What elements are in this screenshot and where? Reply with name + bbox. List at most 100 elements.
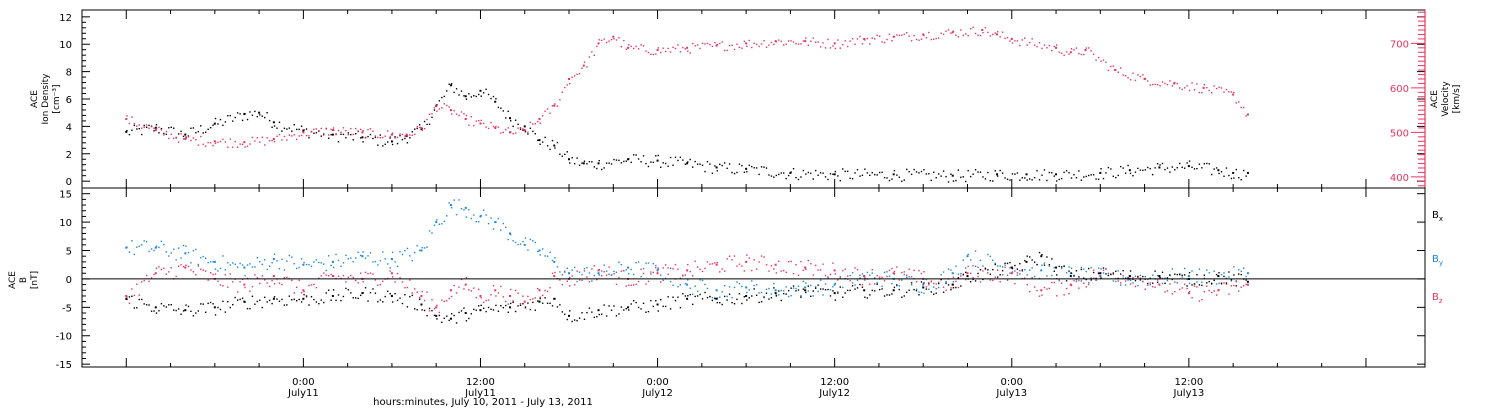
trace-point bbox=[1144, 77, 1146, 80]
trace-point bbox=[1206, 162, 1208, 165]
trace-point bbox=[421, 129, 423, 131]
trace-point bbox=[566, 84, 568, 86]
trace-point bbox=[1147, 80, 1149, 82]
trace-point bbox=[684, 295, 687, 297]
trace-point bbox=[832, 290, 834, 292]
trace-point bbox=[293, 298, 295, 301]
trace-point bbox=[982, 270, 984, 272]
trace-point bbox=[1110, 168, 1112, 170]
trace-point bbox=[1183, 167, 1186, 169]
trace-point bbox=[704, 170, 706, 173]
trace-point bbox=[687, 264, 689, 266]
trace-point bbox=[173, 248, 175, 251]
trace-point bbox=[463, 95, 465, 97]
trace-point bbox=[1151, 285, 1154, 288]
trace-point bbox=[177, 133, 180, 135]
trace-point bbox=[512, 300, 514, 302]
trace-point bbox=[780, 289, 782, 292]
trace-point bbox=[1245, 275, 1247, 278]
trace-point bbox=[605, 274, 608, 276]
trace-point bbox=[500, 132, 502, 134]
trace-point bbox=[1196, 274, 1198, 276]
trace-point bbox=[738, 263, 741, 265]
trace-point bbox=[163, 305, 165, 307]
trace-point bbox=[1230, 285, 1233, 287]
trace-point bbox=[468, 124, 470, 126]
data-point bbox=[1040, 269, 1043, 272]
trace-point bbox=[497, 310, 500, 312]
data-point bbox=[922, 283, 925, 286]
trace-point bbox=[1151, 274, 1154, 276]
trace-point bbox=[1073, 49, 1075, 51]
trace-point bbox=[256, 256, 259, 259]
data-point bbox=[435, 221, 438, 224]
trace-point bbox=[160, 268, 163, 271]
data-point bbox=[464, 283, 467, 286]
trace-point bbox=[605, 41, 608, 44]
trace-point bbox=[844, 292, 846, 294]
trace-point bbox=[881, 285, 883, 288]
trace-point bbox=[256, 115, 259, 118]
trace-point bbox=[519, 243, 522, 245]
trace-point bbox=[662, 279, 664, 282]
data-point bbox=[302, 263, 305, 266]
trace-point bbox=[352, 261, 354, 263]
trace-point bbox=[778, 173, 780, 176]
trace-point bbox=[450, 207, 453, 209]
data-point bbox=[390, 133, 393, 136]
trace-point bbox=[989, 35, 992, 37]
trace-point bbox=[192, 137, 195, 139]
trace-point bbox=[662, 162, 664, 164]
bottom-panel-frame bbox=[81, 187, 1426, 368]
trace-point bbox=[187, 136, 190, 138]
trace-point bbox=[497, 292, 500, 294]
trace-point bbox=[414, 128, 416, 130]
trace-point bbox=[551, 305, 554, 307]
trace-point bbox=[819, 172, 822, 174]
trace-point bbox=[807, 44, 810, 47]
trace-point bbox=[719, 271, 721, 273]
trace-point bbox=[1159, 164, 1161, 166]
trace-point bbox=[778, 39, 780, 41]
trace-point bbox=[581, 312, 583, 314]
trace-point bbox=[672, 284, 674, 287]
trace-point bbox=[399, 277, 401, 279]
trace-point bbox=[1124, 172, 1127, 174]
trace-point bbox=[662, 267, 664, 269]
trace-point bbox=[920, 281, 923, 283]
trace-point bbox=[1046, 288, 1048, 290]
trace-point bbox=[330, 134, 332, 136]
trace-point bbox=[195, 131, 197, 134]
trace-point bbox=[1193, 283, 1196, 285]
trace-point bbox=[522, 240, 524, 243]
trace-point bbox=[529, 238, 532, 241]
trace-point bbox=[677, 268, 679, 271]
trace-point bbox=[893, 270, 896, 273]
trace-point bbox=[1193, 89, 1196, 91]
trace-point bbox=[807, 290, 810, 292]
top-panel-frame bbox=[81, 9, 1426, 189]
trace-point bbox=[869, 283, 871, 285]
trace-point bbox=[214, 268, 217, 270]
trace-point bbox=[485, 88, 487, 91]
trace-point bbox=[441, 321, 443, 324]
trace-point bbox=[812, 290, 814, 292]
trace-point bbox=[608, 162, 610, 164]
trace-point bbox=[389, 137, 391, 139]
trace-point bbox=[1019, 179, 1021, 181]
trace-point bbox=[652, 161, 655, 164]
trace-point bbox=[969, 175, 972, 178]
trace-point bbox=[200, 125, 202, 127]
trace-point bbox=[901, 296, 903, 298]
trace-point bbox=[731, 259, 733, 261]
trace-point bbox=[433, 307, 436, 310]
trace-point bbox=[876, 282, 878, 284]
trace-point bbox=[1095, 277, 1097, 280]
trace-point bbox=[758, 261, 760, 263]
trace-point bbox=[829, 47, 832, 49]
trace-point bbox=[1213, 270, 1215, 272]
trace-point bbox=[1056, 274, 1058, 276]
data-point bbox=[981, 29, 984, 32]
trace-point bbox=[800, 295, 802, 297]
legend-subscript: y bbox=[1439, 259, 1443, 267]
